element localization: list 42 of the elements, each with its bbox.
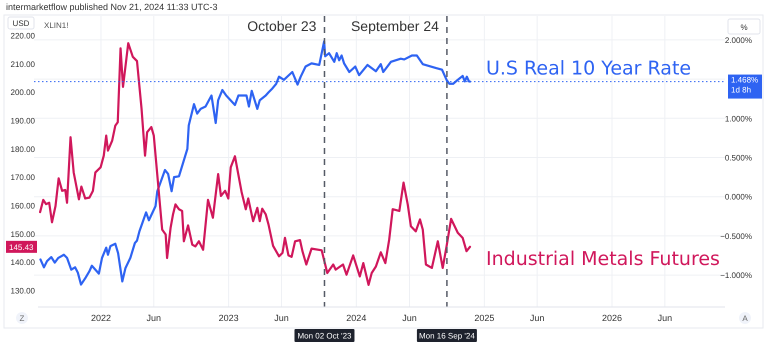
text: October 23: [247, 18, 316, 34]
y-tick-label: 190.00: [10, 116, 36, 126]
y-tick-label: 140.00: [10, 258, 36, 268]
x-tick-label: Jun: [274, 313, 289, 323]
y2-tick-label: −0.500%: [720, 232, 752, 241]
y-tick-label: 210.00: [10, 60, 36, 69]
round-button: Z: [16, 312, 28, 324]
value-tag: 1.468% 1d 8h: [728, 74, 762, 99]
ref-line-label: 1.468% 1d 8h: [731, 76, 758, 95]
x-tick-label: 2022: [90, 313, 111, 323]
value-tag: 145.43: [6, 240, 37, 253]
y-tick-label: 130.00: [10, 286, 36, 296]
series-label: U.S Real 10 Year Rate: [486, 58, 692, 80]
date-tag: Mon 02 Oct '23: [294, 329, 354, 342]
x-tick-label: 2026: [602, 313, 622, 323]
x-tick-label: Jun: [658, 313, 672, 323]
y2-axis-title: %: [740, 23, 748, 32]
y2-tick-label: 0.000%: [724, 192, 752, 202]
y-tick-label: 180.00: [10, 144, 36, 154]
y-tick-label: 170.00: [10, 173, 36, 182]
chart-title: intermarketflow published Nov 21, 2024 11:33 UTC-3: [6, 2, 218, 12]
x-tick-label: 2025: [474, 313, 494, 323]
y-tick-label: 160.00: [10, 202, 36, 211]
y2-tick-label: 2.000%: [724, 36, 752, 45]
x-tick-label: Jun: [402, 313, 417, 323]
x-tick-label: Jun: [146, 313, 162, 323]
x-tick-label: Jun: [530, 313, 544, 323]
y-tick-label: 150.00: [10, 230, 36, 239]
round-button: A: [739, 312, 751, 324]
date-tag: Mon 16 Sep '24: [416, 329, 477, 342]
y2-tick-label: −1.000%: [720, 271, 752, 280]
y-tick-label: 220.00: [10, 32, 36, 41]
text: September 24: [350, 18, 439, 34]
text: XLIN1!: [44, 21, 68, 30]
x-tick-label: 2023: [218, 313, 239, 323]
annotation: 145.43: [9, 242, 34, 252]
y2-tick-label: 1.000%: [724, 114, 752, 124]
y2-tick-label: 0.500%: [724, 154, 752, 162]
y-tick-label: 200.00: [10, 88, 36, 98]
y-axis-title: USD: [12, 19, 30, 28]
series-label: Industrial Metals Futures: [486, 248, 720, 270]
x-tick-label: 2024: [346, 313, 366, 323]
